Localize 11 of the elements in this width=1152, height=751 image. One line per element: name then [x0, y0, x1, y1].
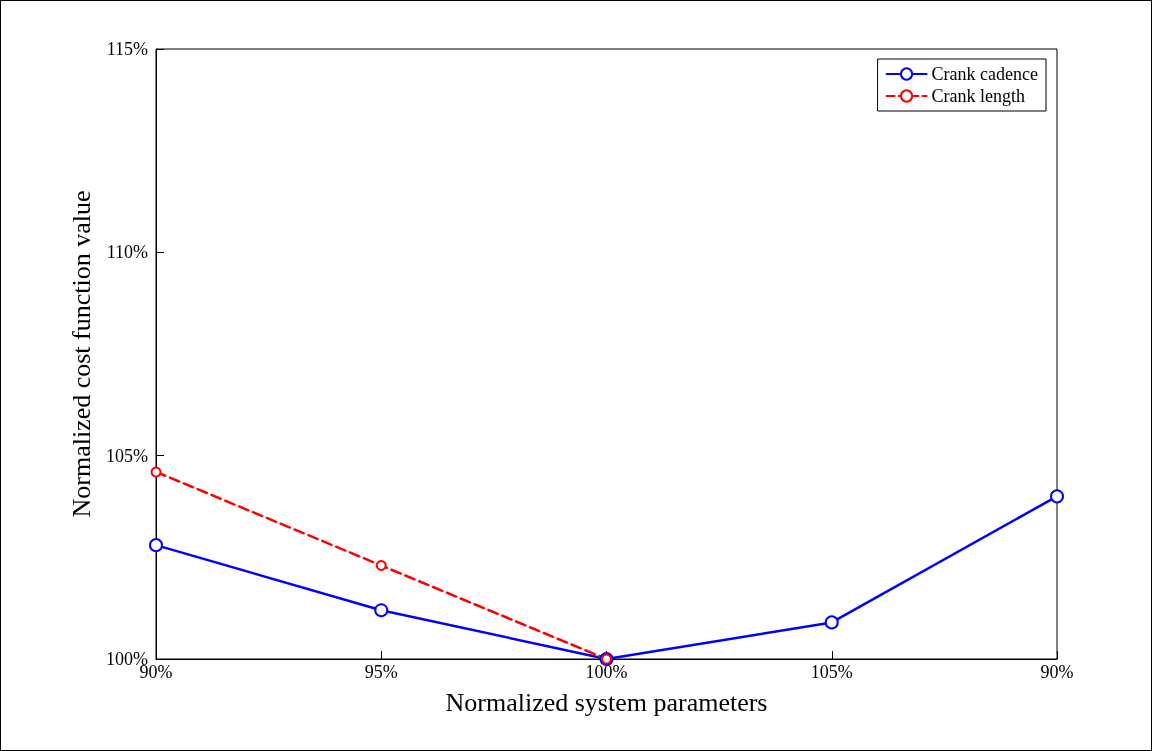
x-axis-title: Normalized system parameters	[445, 687, 768, 717]
x-tick-label: 95%	[364, 662, 398, 682]
x-tick-label: 105%	[810, 662, 853, 682]
y-tick-label: 105%	[106, 445, 148, 466]
y-tick-label: 110%	[106, 242, 148, 263]
legend-label: Crank cadence	[931, 64, 1039, 84]
y-axis-title: Normalized cost function value	[66, 190, 96, 518]
x-tick-label: 90%	[1040, 662, 1074, 682]
legend-label: Crank length	[931, 86, 1026, 106]
x-tick-label: 100%	[585, 662, 628, 682]
y-tick-label: 115%	[106, 39, 148, 59]
